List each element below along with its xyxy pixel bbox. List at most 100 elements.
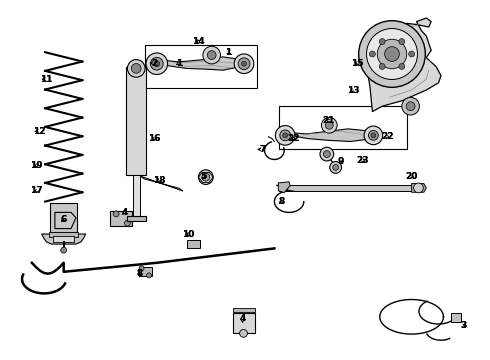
Circle shape <box>379 63 385 69</box>
Circle shape <box>202 173 210 181</box>
Text: 15: 15 <box>351 59 364 68</box>
Polygon shape <box>233 308 255 312</box>
Circle shape <box>61 247 67 253</box>
Text: 18: 18 <box>153 176 166 185</box>
Circle shape <box>385 47 399 61</box>
Text: 5: 5 <box>200 172 206 181</box>
Circle shape <box>283 133 288 138</box>
Polygon shape <box>110 211 132 226</box>
Polygon shape <box>412 184 426 192</box>
Circle shape <box>325 121 333 129</box>
Text: 17: 17 <box>30 186 43 195</box>
Circle shape <box>242 61 246 66</box>
Circle shape <box>275 126 295 145</box>
Circle shape <box>367 28 417 80</box>
Circle shape <box>131 63 141 73</box>
Circle shape <box>369 51 375 57</box>
Text: 11: 11 <box>40 75 53 84</box>
Polygon shape <box>159 57 243 70</box>
Circle shape <box>399 39 405 45</box>
Text: 15: 15 <box>351 59 364 68</box>
Circle shape <box>406 102 415 111</box>
Circle shape <box>399 63 405 69</box>
Circle shape <box>147 273 151 278</box>
Polygon shape <box>127 216 146 221</box>
Circle shape <box>150 57 163 70</box>
Polygon shape <box>287 129 372 141</box>
Text: 22: 22 <box>381 132 393 141</box>
Circle shape <box>409 51 415 57</box>
Circle shape <box>154 61 160 67</box>
Text: 21: 21 <box>322 116 335 125</box>
Text: 16: 16 <box>148 134 161 143</box>
Text: 13: 13 <box>346 86 359 95</box>
Text: 12: 12 <box>33 127 46 136</box>
Text: 1: 1 <box>176 59 182 68</box>
Text: 6: 6 <box>61 215 67 224</box>
Text: 17: 17 <box>30 186 43 195</box>
Text: 10: 10 <box>182 230 195 239</box>
Text: 14: 14 <box>192 37 205 46</box>
Circle shape <box>414 183 423 193</box>
Circle shape <box>377 39 407 69</box>
Text: 1: 1 <box>225 48 231 57</box>
Polygon shape <box>187 240 200 248</box>
Text: 8: 8 <box>279 197 285 206</box>
Circle shape <box>330 162 342 173</box>
Circle shape <box>323 150 330 158</box>
Polygon shape <box>55 212 76 229</box>
Polygon shape <box>451 313 461 322</box>
Bar <box>126 67 146 175</box>
Text: 4: 4 <box>122 208 128 217</box>
Text: 16: 16 <box>148 134 161 143</box>
Circle shape <box>320 147 334 161</box>
Text: 8: 8 <box>137 269 143 278</box>
Text: 19: 19 <box>30 161 43 170</box>
Bar <box>145 45 257 88</box>
Circle shape <box>368 130 378 140</box>
Circle shape <box>238 58 250 69</box>
Circle shape <box>207 51 216 59</box>
Text: 9: 9 <box>337 158 344 166</box>
Polygon shape <box>42 234 86 244</box>
Text: 23: 23 <box>356 156 369 165</box>
Text: 20: 20 <box>405 172 418 181</box>
Text: 22: 22 <box>288 134 300 143</box>
Circle shape <box>198 170 213 184</box>
Circle shape <box>402 97 419 115</box>
Polygon shape <box>139 267 152 276</box>
Polygon shape <box>365 18 441 112</box>
Circle shape <box>124 220 130 226</box>
Bar <box>279 185 414 191</box>
Text: 14: 14 <box>192 37 205 46</box>
Bar <box>50 203 77 232</box>
Bar <box>279 106 407 149</box>
Text: 4: 4 <box>239 314 246 323</box>
Text: 13: 13 <box>346 86 359 95</box>
Circle shape <box>203 46 220 64</box>
Text: 23: 23 <box>356 156 369 165</box>
Bar <box>49 232 78 237</box>
Polygon shape <box>140 176 183 191</box>
Circle shape <box>127 60 145 77</box>
Circle shape <box>139 266 144 271</box>
Bar <box>53 236 74 242</box>
Text: 11: 11 <box>40 75 53 84</box>
Circle shape <box>379 39 385 45</box>
Text: 22: 22 <box>381 132 393 141</box>
Text: 1: 1 <box>225 48 231 57</box>
Circle shape <box>240 329 247 337</box>
Text: 18: 18 <box>153 176 166 185</box>
Circle shape <box>359 21 425 87</box>
Text: 21: 21 <box>322 116 335 125</box>
Text: 19: 19 <box>30 161 43 170</box>
Text: 9: 9 <box>337 158 344 166</box>
Text: 22: 22 <box>288 134 300 143</box>
Text: 3: 3 <box>460 321 466 330</box>
Text: 10: 10 <box>182 230 195 239</box>
Bar <box>133 175 140 218</box>
Text: 6: 6 <box>61 215 67 224</box>
Circle shape <box>321 117 337 133</box>
Circle shape <box>234 54 254 73</box>
Circle shape <box>364 126 383 145</box>
